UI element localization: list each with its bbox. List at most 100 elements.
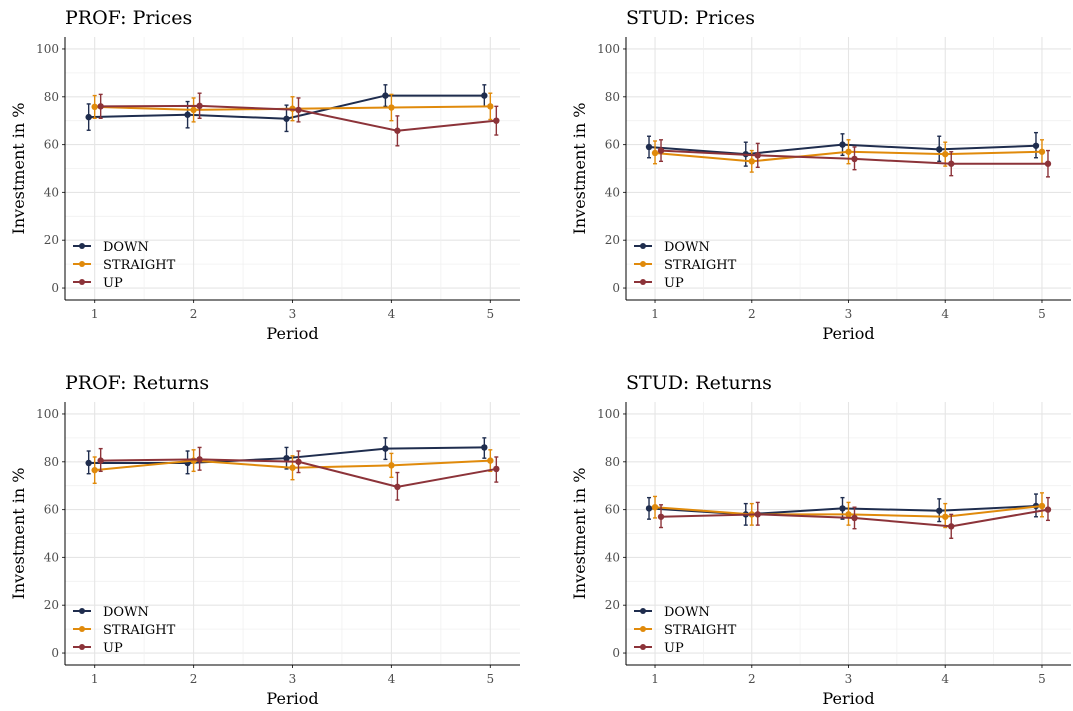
y-tick-label: 100 (36, 42, 59, 56)
x-tick-label: 2 (190, 307, 198, 321)
data-point-down (85, 459, 92, 467)
legend-item-up: UP (634, 641, 684, 656)
data-point-down (936, 146, 943, 153)
panel-title: PROF: Returns (65, 372, 209, 394)
y-tick-label: 40 (605, 550, 620, 564)
data-point-down (1032, 142, 1040, 149)
panel-prof-prices: 0 20 40 60 80 100 1 2 3 4 5 PROF: Prices Period In… (9, 7, 520, 343)
panel-stud-prices: 0 20 40 60 80 100 1 2 3 4 5 STUD: Prices Period In… (570, 7, 1071, 343)
data-point-up (657, 513, 665, 520)
data-point-straight (845, 148, 852, 155)
tick-labels: 0 20 40 60 80 100 1 2 3 4 5 (36, 42, 494, 321)
legend-item-up: UP (73, 641, 123, 656)
data-point-up (295, 106, 302, 114)
y-tick-label: 100 (597, 42, 620, 56)
x-tick-label: 1 (91, 672, 99, 686)
panel-title: STUD: Prices (626, 7, 755, 29)
legend-item-straight: STRAIGHT (634, 623, 737, 638)
legend-label: DOWN (103, 605, 149, 620)
data-point-straight (190, 457, 197, 464)
data-point-down (85, 113, 92, 121)
x-tick-label: 1 (651, 672, 659, 686)
series-lines (645, 131, 1052, 178)
x-tick-label: 4 (388, 672, 396, 686)
panel-title: PROF: Prices (65, 7, 192, 29)
y-tick-label: 100 (597, 407, 620, 421)
data-point-straight (388, 462, 395, 469)
legend-label: STRAIGHT (103, 623, 176, 638)
x-tick-label: 2 (748, 307, 756, 321)
data-point-up (493, 465, 500, 473)
data-point-straight (651, 149, 659, 157)
data-point-straight (651, 504, 659, 511)
data-point-up (851, 514, 858, 522)
data-point-up (754, 152, 761, 159)
legend-label: DOWN (664, 240, 710, 255)
data-point-up (1044, 506, 1052, 513)
y-tick-label: 20 (605, 233, 620, 247)
x-tick-label: 3 (845, 672, 853, 686)
data-point-up (754, 511, 761, 518)
x-tick-label: 5 (1038, 307, 1046, 321)
data-point-straight (190, 106, 197, 114)
legend-item-up: UP (634, 276, 684, 291)
y-tick-label: 20 (44, 598, 59, 612)
series-lines (85, 437, 500, 501)
y-tick-label: 80 (44, 90, 59, 104)
x-tick-label: 3 (289, 307, 297, 321)
data-point-up (196, 456, 203, 463)
y-tick-label: 40 (44, 185, 59, 199)
x-tick-label: 1 (651, 307, 659, 321)
data-point-up (948, 160, 955, 167)
data-point-down (645, 505, 653, 512)
y-axis-title: Investment in % (9, 103, 28, 235)
y-tick-label: 80 (605, 90, 620, 104)
y-tick-label: 0 (51, 646, 59, 660)
legend-item-down: DOWN (73, 605, 149, 620)
x-tick-label: 2 (748, 672, 756, 686)
data-point-straight (91, 466, 98, 474)
legend-item-straight: STRAIGHT (634, 258, 737, 273)
legend-label: UP (103, 276, 123, 291)
legend-label: STRAIGHT (103, 258, 176, 273)
x-tick-label: 4 (941, 307, 949, 321)
x-axis-title: Period (266, 689, 318, 708)
y-tick-label: 80 (44, 455, 59, 469)
y-tick-label: 60 (44, 503, 59, 517)
data-point-down (283, 454, 290, 462)
y-tick-label: 0 (51, 281, 59, 295)
legend-label: UP (103, 641, 123, 656)
gridlines (65, 37, 520, 300)
x-tick-label: 3 (845, 307, 853, 321)
y-tick-label: 60 (605, 138, 620, 152)
legend-label: UP (664, 641, 684, 656)
y-tick-label: 60 (44, 138, 59, 152)
tick-labels: 0 20 40 60 80 100 1 2 3 4 5 (597, 407, 1046, 686)
y-axis-title: Investment in % (570, 468, 589, 600)
y-tick-label: 60 (605, 503, 620, 517)
x-tick-label: 5 (487, 307, 495, 321)
data-point-down (382, 445, 389, 452)
x-tick-label: 4 (941, 672, 949, 686)
data-point-down (839, 505, 846, 512)
x-axis-title: Period (822, 689, 874, 708)
data-point-up (394, 127, 401, 134)
legend-label: STRAIGHT (664, 258, 737, 273)
y-axis-title: Investment in % (9, 468, 28, 600)
x-tick-label: 5 (487, 672, 495, 686)
x-axis-title: Period (266, 324, 318, 343)
series-lines (645, 492, 1052, 539)
data-point-down (382, 92, 389, 99)
data-point-down (645, 143, 653, 151)
data-point-down (839, 141, 846, 148)
y-tick-label: 0 (612, 281, 620, 295)
data-point-up (97, 103, 104, 110)
data-point-up (493, 117, 500, 124)
data-point-straight (748, 158, 755, 165)
data-point-down (184, 111, 191, 118)
gridlines (65, 402, 520, 665)
data-point-down (481, 444, 488, 451)
data-point-up (394, 483, 401, 491)
data-point-down (936, 507, 943, 514)
